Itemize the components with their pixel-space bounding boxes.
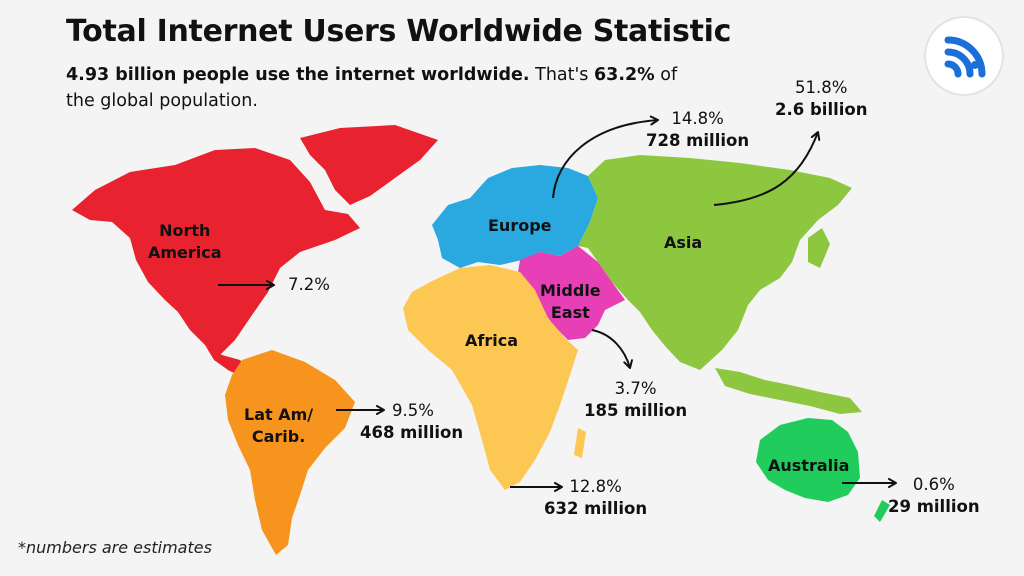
arrow-middle-east: [591, 329, 633, 369]
stat-australia: 0.6% 29 million: [888, 474, 980, 518]
europe-shape: [432, 165, 598, 268]
arrow-europe: [552, 115, 659, 199]
region-label-lat-am: Lat Am/ Carib.: [244, 405, 314, 446]
southeast-asia-islands-shape: [715, 368, 862, 414]
stat-middle-east: 3.7% 185 million: [584, 378, 687, 422]
stat-lat-am-pct: 9.5%: [392, 401, 434, 420]
north-america-shape: [72, 148, 360, 355]
greenland-shape: [300, 125, 438, 205]
stat-asia-pct: 51.8%: [795, 78, 848, 97]
subtitle-users-total: 4.93 billion people use the internet wor…: [66, 65, 530, 85]
stat-europe-users: 728 million: [646, 131, 750, 150]
wifi-signal-icon: [944, 36, 986, 78]
asia-shape: [578, 155, 852, 370]
stat-north-america: 7.2%: [288, 274, 330, 296]
page-subtitle: 4.93 billion people use the internet wor…: [66, 62, 686, 114]
stat-africa-pct: 12.8%: [569, 477, 622, 496]
middle-east-shape: [518, 246, 625, 340]
region-label-africa: Africa: [465, 331, 518, 350]
stat-asia-users: 2.6 billion: [775, 100, 868, 119]
stat-middle-east-pct: 3.7%: [614, 379, 657, 398]
region-label-north-america: North America: [148, 221, 222, 262]
region-label-middle-east: Middle East: [540, 281, 601, 322]
subtitle-end: of the global population.: [66, 65, 678, 111]
lat-am-shape: [225, 350, 355, 555]
stat-europe: 14.8% 728 million: [646, 108, 749, 152]
stat-lat-am: 9.5% 468 million: [360, 400, 463, 444]
new-zealand-shape: [874, 500, 890, 522]
stat-north-america-pct: 7.2%: [288, 275, 330, 294]
stat-australia-pct: 0.6%: [912, 475, 955, 494]
region-label-europe: Europe: [488, 216, 552, 235]
footnote: *numbers are estimates: [18, 538, 212, 557]
japan-shape: [808, 228, 830, 268]
region-label-asia: Asia: [664, 233, 703, 252]
stat-africa-users: 632 million: [544, 499, 648, 518]
subtitle-percentage: 63.2%: [593, 65, 655, 85]
brand-logo: [926, 18, 1002, 94]
stat-africa: 12.8% 632 million: [544, 476, 647, 520]
page-title: Total Internet Users Worldwide Statistic: [66, 14, 732, 49]
arrow-asia: [713, 131, 821, 206]
subtitle-connector: That's: [529, 65, 594, 85]
australia-shape: [756, 418, 860, 502]
stat-lat-am-users: 468 million: [360, 423, 464, 442]
africa-shape: [403, 265, 578, 490]
stat-australia-users: 29 million: [888, 497, 980, 516]
madagascar-shape: [574, 428, 586, 458]
stat-middle-east-users: 185 million: [584, 401, 688, 420]
stat-europe-pct: 14.8%: [671, 109, 724, 128]
region-label-australia: Australia: [768, 456, 850, 475]
stat-asia: 51.8% 2.6 billion: [775, 77, 868, 121]
